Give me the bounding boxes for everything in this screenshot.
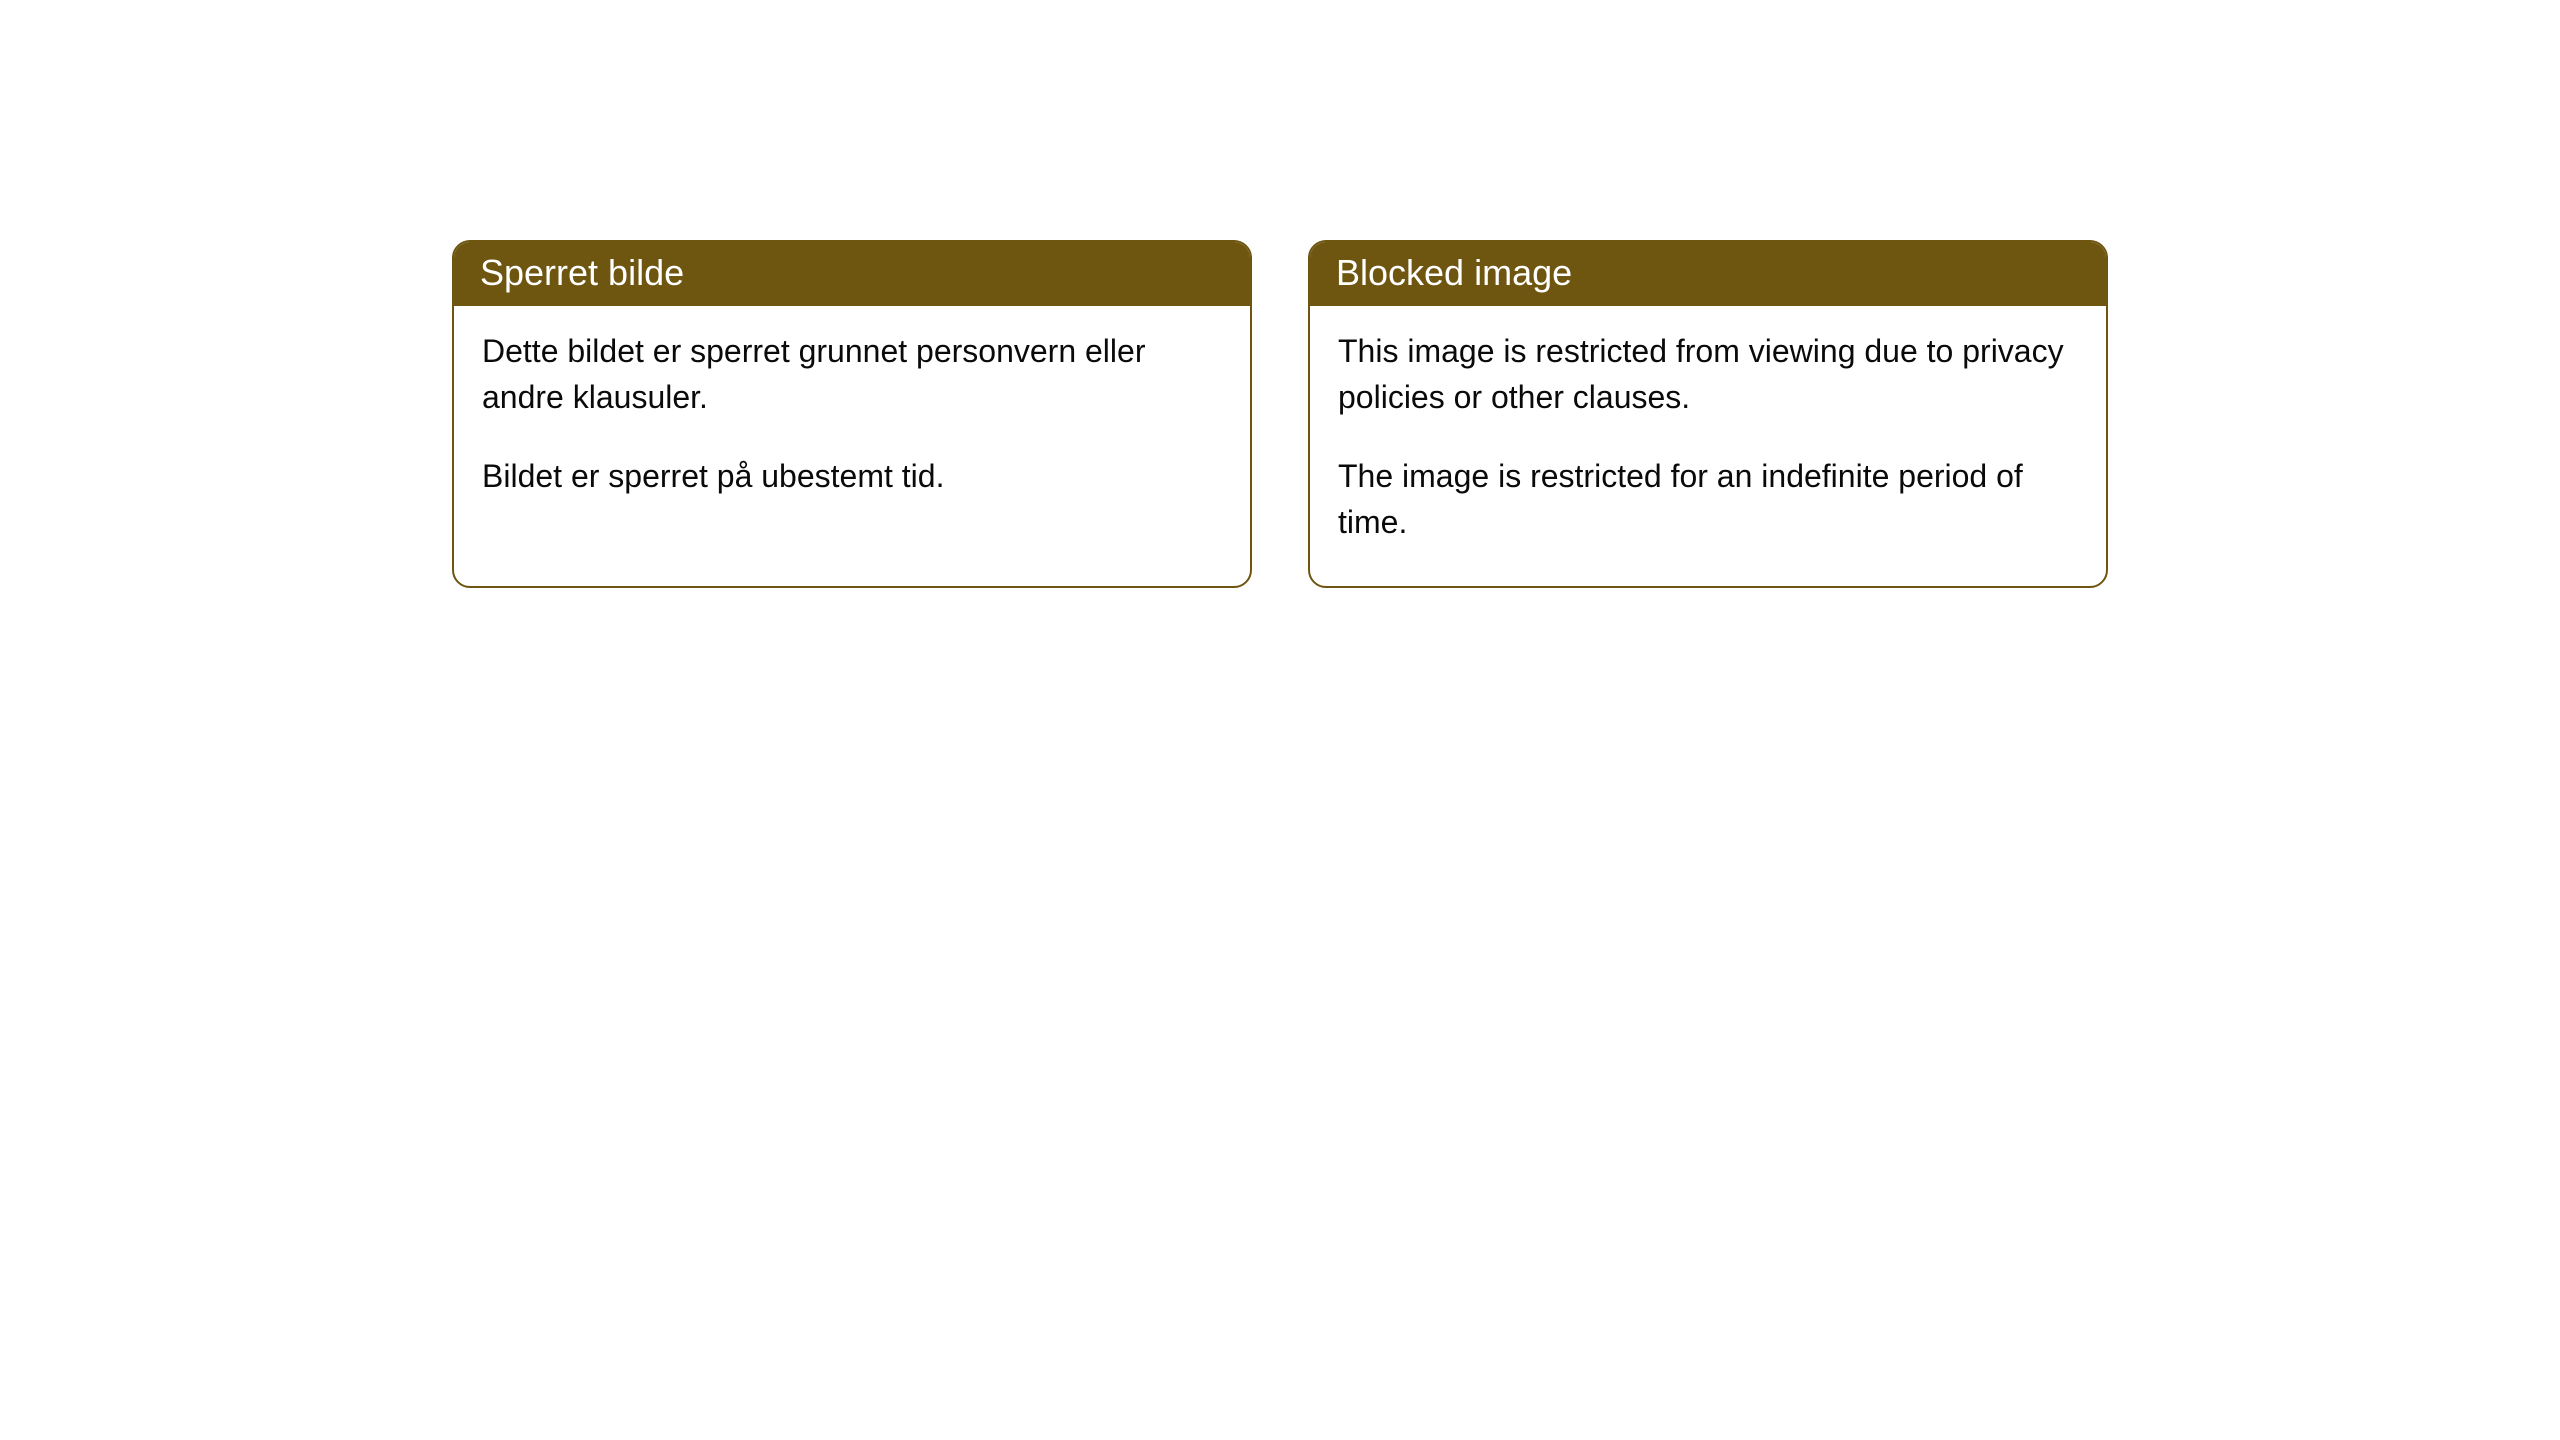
notice-header-english: Blocked image [1310,242,2106,306]
notice-text-norwegian-1: Dette bildet er sperret grunnet personve… [482,328,1222,421]
notice-container: Sperret bilde Dette bildet er sperret gr… [0,240,2560,588]
notice-text-norwegian-2: Bildet er sperret på ubestemt tid. [482,453,1222,499]
notice-body-english: This image is restricted from viewing du… [1310,306,2106,586]
notice-text-english-2: The image is restricted for an indefinit… [1338,453,2078,546]
notice-text-english-1: This image is restricted from viewing du… [1338,328,2078,421]
notice-card-english: Blocked image This image is restricted f… [1308,240,2108,588]
notice-body-norwegian: Dette bildet er sperret grunnet personve… [454,306,1250,539]
notice-header-norwegian: Sperret bilde [454,242,1250,306]
notice-card-norwegian: Sperret bilde Dette bildet er sperret gr… [452,240,1252,588]
